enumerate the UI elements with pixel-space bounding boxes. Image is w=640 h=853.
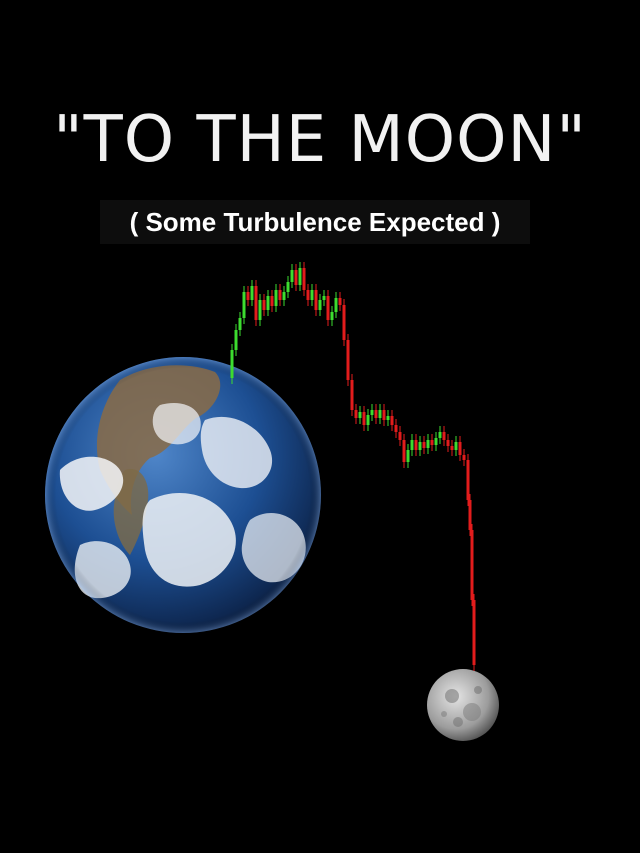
candle-body: [311, 290, 314, 300]
candle-body: [343, 305, 346, 340]
candle-body: [391, 416, 394, 425]
candle-body: [375, 410, 378, 418]
candle-body: [323, 296, 326, 300]
candle-body: [283, 292, 286, 300]
candle-body: [431, 440, 434, 445]
candle-body: [287, 282, 290, 292]
earth-globe-image: [45, 357, 321, 633]
candle-body: [339, 298, 342, 305]
candle-body: [463, 455, 466, 460]
candle-body: [367, 415, 370, 425]
candle-body: [443, 432, 446, 440]
candle-body: [469, 500, 472, 530]
candle-body: [355, 410, 358, 418]
candle-body: [451, 446, 454, 450]
candle-body: [471, 530, 474, 600]
candle-body: [467, 460, 470, 500]
candle-body: [423, 442, 426, 448]
candle-body: [347, 340, 350, 380]
candle-body: [243, 292, 246, 318]
candle-body: [403, 440, 406, 462]
candle-body: [455, 442, 458, 450]
candle-body: [235, 330, 238, 350]
candle-body: [399, 432, 402, 440]
candle-body: [379, 410, 382, 418]
candle-body: [427, 440, 430, 448]
candle-body: [299, 268, 302, 285]
candle-body: [247, 292, 250, 300]
candle-body: [387, 416, 390, 420]
candle-body: [351, 380, 354, 410]
candle-body: [319, 300, 322, 310]
candle-body: [271, 296, 274, 306]
candle-body: [473, 600, 476, 665]
candle-body: [251, 286, 254, 300]
candle-body: [295, 270, 298, 285]
candle-body: [303, 268, 306, 290]
candle-body: [459, 442, 462, 455]
candle-body: [239, 318, 242, 330]
candle-body: [315, 290, 318, 310]
candle-body: [263, 300, 266, 310]
candle-body: [331, 312, 334, 320]
candle-body: [291, 270, 294, 282]
candle-body: [395, 425, 398, 432]
candle-body: [383, 410, 386, 420]
candle-body: [267, 296, 270, 310]
candle-body: [419, 442, 422, 450]
candle-body: [415, 440, 418, 450]
candle-body: [359, 412, 362, 418]
candle-body: [327, 296, 330, 320]
candle-body: [279, 290, 282, 300]
candle-body: [435, 438, 438, 445]
candle-body: [411, 440, 414, 450]
candle-body: [231, 350, 234, 378]
candle-body: [259, 300, 262, 320]
candle-body: [335, 298, 338, 312]
candle-body: [407, 450, 410, 462]
candle-body: [363, 412, 366, 425]
candle-body: [447, 440, 450, 446]
candle-body: [439, 432, 442, 438]
moon-image: [427, 669, 499, 741]
candle-body: [275, 290, 278, 306]
candle-body: [255, 286, 258, 320]
candle-body: [307, 290, 310, 300]
candle-body: [371, 410, 374, 415]
